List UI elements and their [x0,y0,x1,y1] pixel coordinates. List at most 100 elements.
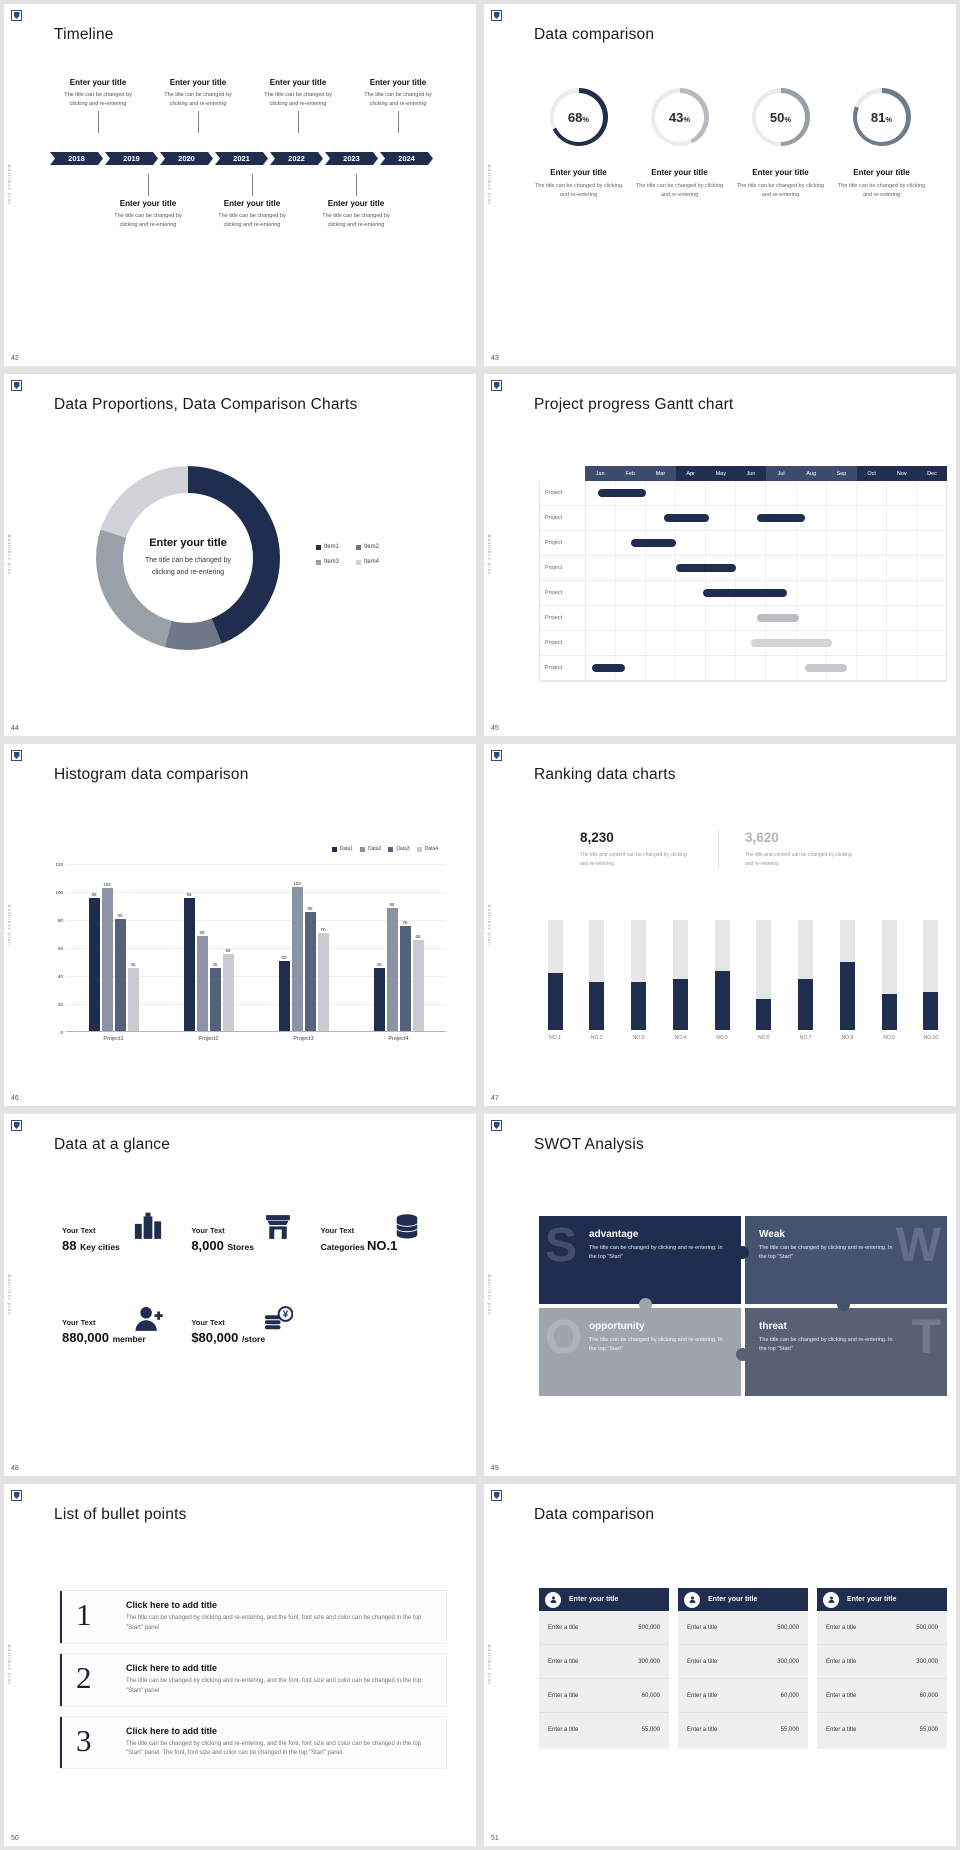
bullet-item: 3 Click here to add title The title can be… [59,1715,447,1770]
legend-label: Data1 [339,846,353,852]
kpi-value-row: 880,000 member [62,1329,179,1347]
gantt-row-label: Project [540,506,586,530]
x-axis-label: Project4 [388,1036,409,1042]
g-cell [857,631,887,655]
gantt-row: Project [540,506,946,531]
table-cell-value: 500,000 [638,1624,660,1631]
swot-watermark-letter: T [911,1311,941,1364]
progress-title: Enter your title [853,168,910,177]
timeline-item-title: Enter your title [223,199,281,208]
table-row: Enter a title 300,000 [678,1645,808,1679]
gridline [66,864,446,865]
progress-title: Enter your title [550,168,607,177]
progress-value: 43% [669,110,690,125]
g-cell [616,656,647,680]
legend-swatch [356,559,361,565]
slide-46[interactable]: Business plan Histogram data comparison … [4,744,476,1106]
g-cell [646,606,677,630]
table-cell-label: Enter a title [548,1727,579,1733]
gantt-bar [631,539,676,547]
gantt-month: Oct [856,466,887,481]
stat-desc: The title and content can be changed by … [580,852,687,867]
gantt-month: Aug [796,466,827,481]
g-cell [887,481,917,505]
gantt-month: Mar [645,466,676,481]
bar: 80 [114,913,126,1031]
progress-ring: 81% [852,88,911,146]
pie-legend: Item1 Item2 Item3 Item4 [316,544,396,565]
sidebar-vertical-label: Business plan [487,164,492,206]
slide-42[interactable]: Business plan Timeline Enter your title T… [4,4,476,366]
ranking-track [923,920,939,1030]
progress-card: 43% Enter your title The title can be chan… [631,88,728,199]
ranking-column: NO.7 [793,920,819,1046]
swot-title: opportunity [589,1321,645,1332]
slide-50[interactable]: Business plan List of bullet points 1 Cli… [4,1484,476,1846]
g-cell [706,631,737,655]
progress-value: 81% [871,110,892,125]
table-row: Enter a title 500,000 [817,1611,947,1645]
kpi-unit: member [112,1334,146,1344]
gantt-row: Project [540,606,946,631]
slide-43[interactable]: Business plan Data comparison 68% Enter y… [484,4,956,366]
swot-quadrant: W Weak The title can be changed by clickin… [745,1216,947,1304]
g-cell [676,656,707,680]
pie-donut: Enter your title The title can be change… [96,466,280,650]
brand-logo-icon [491,10,502,21]
brand-logo-icon [491,380,502,391]
slide-45[interactable]: Business plan Project progress Gantt cha… [484,374,956,736]
table-header: Enter your title [817,1588,947,1611]
g-cell [917,531,946,555]
timeline-item-desc: The title can be changed by clicking and… [264,92,332,107]
ranking-fill [881,993,897,1030]
timeline-item: Enter your title The title can be changed… [48,78,148,136]
connector-line [251,174,253,196]
g-cell [616,506,647,530]
legend-item: Item1 [316,544,356,550]
slide-48[interactable]: Business plan Data at a glance Your Text… [4,1114,476,1476]
table-cell-value: 500,000 [916,1624,938,1631]
slide-number: 43 [491,355,499,362]
g-cell [676,531,707,555]
legend-swatch [416,846,422,852]
ranking-label: NO.9 [883,1035,895,1041]
gantt-month: Jun [735,466,767,481]
table-row: Enter a title 500,000 [678,1611,808,1645]
progress-title: Enter your title [752,168,809,177]
table-cell-label: Enter a title [687,1624,718,1631]
g-cell [857,531,887,555]
kpi-label: Your Text [62,1318,96,1327]
timeline-item-title: Enter your title [69,78,127,87]
timeline-item: Enter your title The title can be changed… [248,78,348,136]
gantt-bar [757,614,799,622]
connector-line [97,111,99,134]
table-cell-value: 300,000 [916,1658,938,1665]
table-row: Enter a title 60,000 [817,1679,947,1713]
kpi-label: Your Text [191,1226,225,1235]
slide-51[interactable]: Business plan Data comparison Enter your… [484,1484,956,1846]
ranking-column: NO.2 [584,920,610,1046]
slide-number: 46 [11,1095,19,1102]
slide-47[interactable]: Business plan Ranking data charts 8,230 … [484,744,956,1106]
g-cell [646,481,677,505]
stat-desc: The title and content can be changed by … [745,852,852,867]
puzzle-nub-icon [639,1298,652,1311]
progress-donuts: 68% Enter your title The title can be chan… [530,88,930,199]
table-row: Enter a title 60,000 [539,1679,669,1713]
kpi-unit: Categories [320,1242,367,1252]
bullet-item: 2 Click here to add title The title can be… [59,1652,447,1707]
person-icon [823,1591,839,1608]
connector-line [355,174,357,196]
g-cell [706,531,737,555]
sidebar-vertical-label: Business plan [7,1644,12,1686]
table-row: Enter a title 55,000 [678,1713,808,1747]
g-cell [887,606,917,630]
g-cell [827,531,857,555]
progress-desc: The title can be changed by clicking and… [837,183,926,198]
timeline-item: Enter your title The title can be changed… [348,78,448,136]
slide-number: 51 [491,1835,499,1842]
slide-44[interactable]: Business plan Data Proportions, Data Com… [4,374,476,736]
ranking-label: NO.10 [923,1035,939,1041]
